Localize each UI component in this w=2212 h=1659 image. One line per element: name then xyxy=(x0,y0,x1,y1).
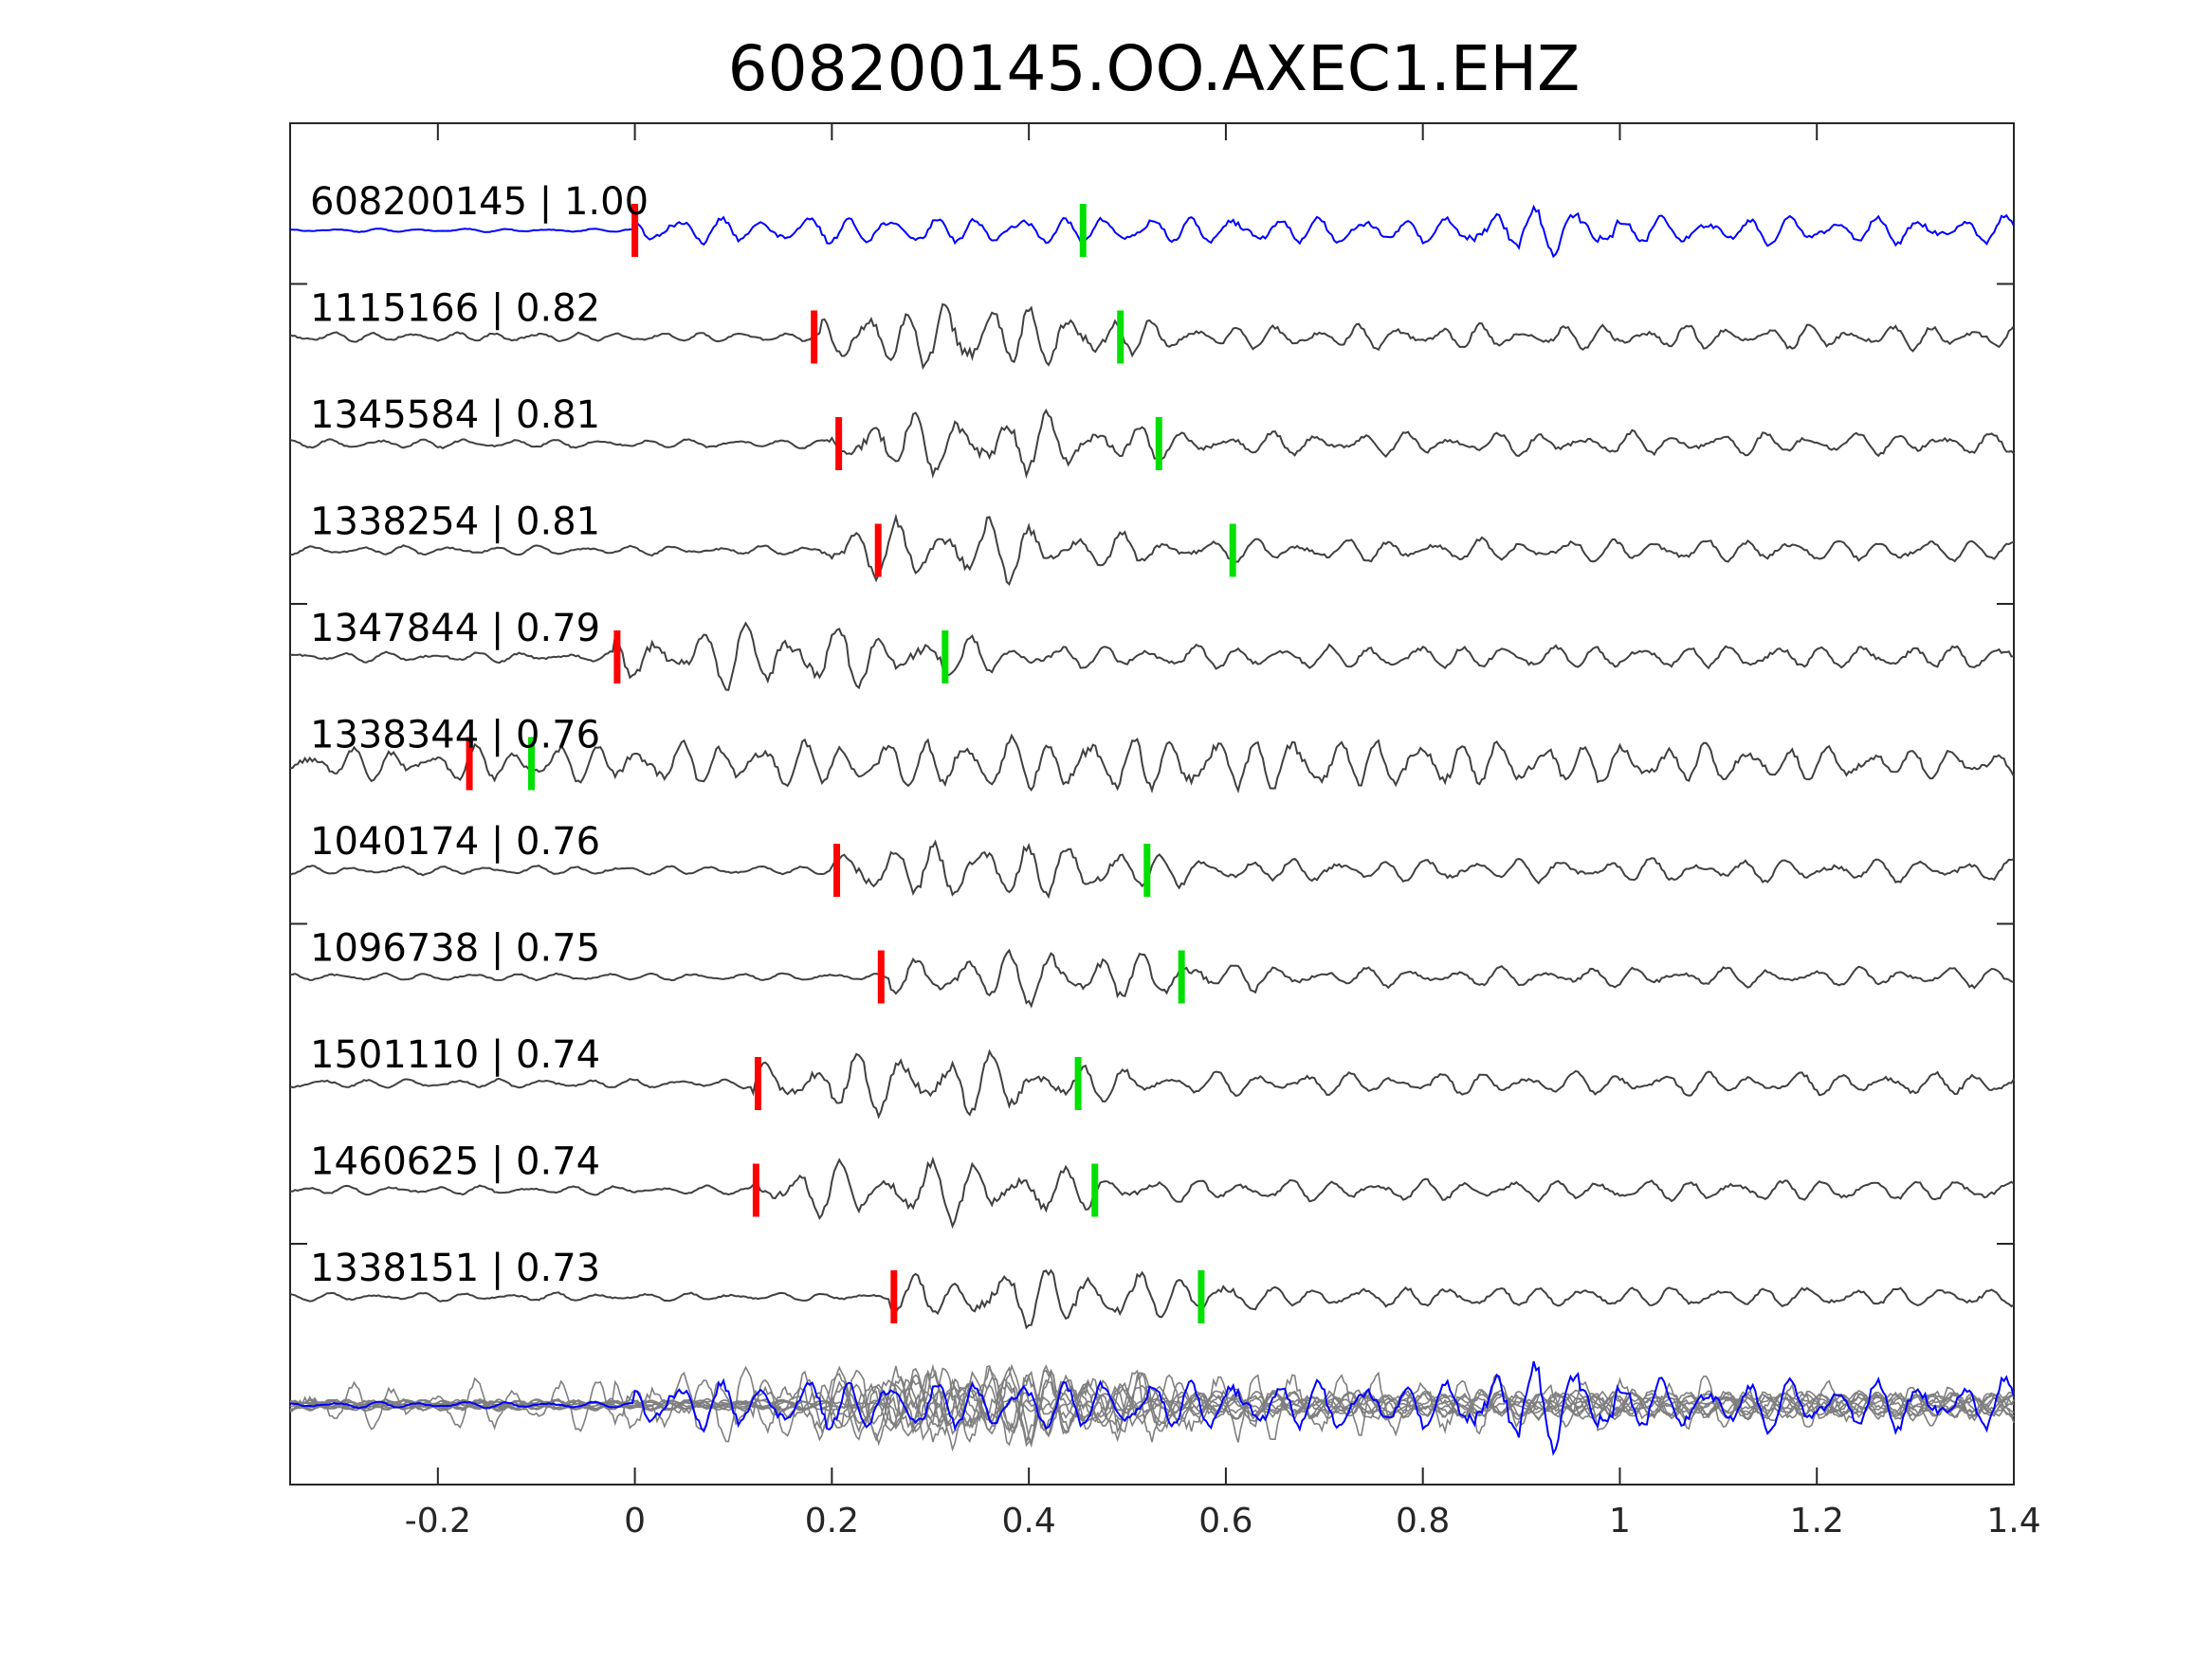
trace-label: 1040174 | 0.76 xyxy=(310,820,600,864)
x-tick-label: 0.8 xyxy=(1396,1502,1450,1540)
x-tick-label: 1.2 xyxy=(1790,1502,1844,1540)
trace-label: 1338151 | 0.73 xyxy=(310,1247,600,1290)
x-tick-label: 1 xyxy=(1609,1502,1631,1540)
x-tick-label: 0.4 xyxy=(1002,1502,1056,1540)
trace-line xyxy=(289,733,2015,794)
trace-line xyxy=(289,1268,2015,1330)
trace-line xyxy=(289,204,2015,259)
trace-line xyxy=(289,948,2015,1009)
trace-label: 1501110 | 0.74 xyxy=(310,1033,600,1077)
x-tick-label: 0.2 xyxy=(805,1502,859,1540)
trace-labels-group: 608200145 | 1.00 1115166 | 0.82 1345584 | … xyxy=(310,180,649,1290)
trace-label: 1338344 | 0.76 xyxy=(310,714,600,757)
stack-overlay-group xyxy=(289,1360,2015,1456)
stack-template-line xyxy=(289,1360,2015,1456)
trace-label: 1460625 | 0.74 xyxy=(310,1140,600,1184)
x-tick-label: 0.6 xyxy=(1198,1502,1252,1540)
x-axis-ticks-group: -0.2 0 0.2 0.4 0.6 0.8 1 1.2 1.4 xyxy=(290,123,2041,1540)
trace-label: 1115166 | 0.82 xyxy=(310,287,600,331)
trace-line xyxy=(289,302,2015,371)
stack-trace-line xyxy=(289,1368,2015,1448)
trace-label: 1347844 | 0.79 xyxy=(310,607,600,650)
x-tick-label: -0.2 xyxy=(405,1502,471,1540)
trace-label: 1345584 | 0.81 xyxy=(310,393,600,437)
trace-label: 608200145 | 1.00 xyxy=(310,180,649,224)
trace-line xyxy=(289,621,2014,691)
stack-trace-line xyxy=(289,1363,2015,1444)
trace-label: 1338254 | 0.81 xyxy=(310,501,600,544)
x-tick-label: 1.4 xyxy=(1986,1502,2040,1540)
trace-line xyxy=(289,1156,2015,1230)
trace-line xyxy=(289,1048,2015,1120)
trace-line xyxy=(289,513,2015,587)
plot-area: 608200145 | 1.00 1115166 | 0.82 1345584 | … xyxy=(289,122,2041,1540)
chart-title: 608200145.OO.AXEC1.EHZ xyxy=(728,32,1581,105)
axes-box xyxy=(289,122,2015,1486)
pick-markers-group xyxy=(466,204,1236,1323)
trace-line xyxy=(289,839,2015,900)
trace-group xyxy=(289,204,2015,1330)
stack-trace-line xyxy=(289,1363,2015,1452)
trace-line xyxy=(289,408,2015,480)
trace-label: 1096738 | 0.75 xyxy=(310,927,600,971)
x-tick-label: 0 xyxy=(624,1502,646,1540)
